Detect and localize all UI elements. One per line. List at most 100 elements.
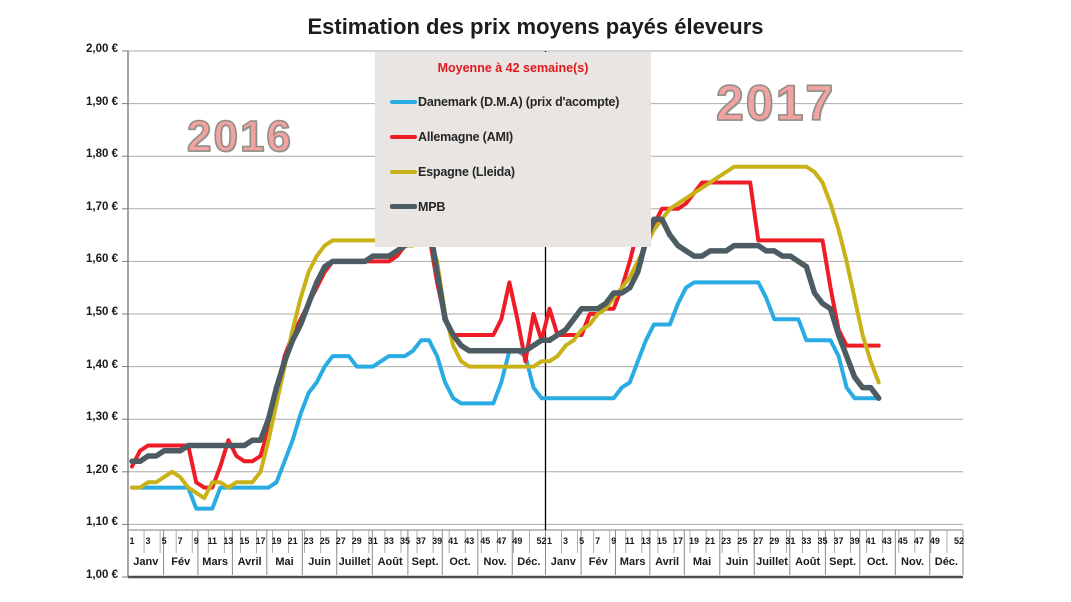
week-tick-label: 21 xyxy=(287,536,298,546)
month-label: Août xyxy=(795,556,821,568)
y-axis-label: 1,60 € xyxy=(86,253,118,266)
y-axis-label: 1,00 € xyxy=(86,569,118,581)
y-axis-label: 1,80 € xyxy=(86,148,118,161)
week-tick-label: 45 xyxy=(480,536,491,546)
month-label: Sept. xyxy=(411,556,439,568)
series-line-danemark xyxy=(130,280,881,511)
week-tick-label: 7 xyxy=(177,536,183,546)
week-tick-label: 25 xyxy=(737,536,748,546)
week-tick-label: 3 xyxy=(563,536,569,546)
week-tick-label: 23 xyxy=(303,536,314,546)
week-tick-label: 15 xyxy=(656,536,667,546)
y-axis-label: 2,00 € xyxy=(86,43,118,55)
week-tick-label: 21 xyxy=(705,536,716,546)
week-tick-label: 37 xyxy=(833,536,844,546)
week-tick-label: 9 xyxy=(193,536,199,546)
allemagne-line-swatch-icon xyxy=(390,134,417,139)
week-tick-label: 35 xyxy=(817,536,828,546)
week-tick-label: 27 xyxy=(335,536,346,546)
week-tick-label: 13 xyxy=(223,536,234,546)
month-label: Juin xyxy=(308,556,331,568)
month-label: Déc. xyxy=(517,556,541,568)
month-label: Sept. xyxy=(829,556,857,568)
week-tick-label: 3 xyxy=(145,536,151,546)
month-label: Fév xyxy=(588,556,608,568)
week-tick-label: 41 xyxy=(865,536,876,546)
year-watermark-2017: 2017 xyxy=(715,74,836,132)
week-tick-label: 19 xyxy=(271,536,282,546)
month-label: Mai xyxy=(692,556,712,568)
y-axis-label: 1,40 € xyxy=(86,358,118,371)
week-tick-label: 49 xyxy=(929,536,940,546)
month-label: Mai xyxy=(275,556,294,568)
legend-label-espagne: Espagne (Lleida) xyxy=(418,164,515,179)
week-tick-label: 15 xyxy=(239,536,250,546)
week-tick-label: 39 xyxy=(432,536,443,546)
month-label: Nov. xyxy=(483,556,507,568)
series-line-mpb xyxy=(129,216,882,465)
week-tick-label: 29 xyxy=(769,536,780,546)
week-tick-label: 25 xyxy=(319,536,330,546)
week-tick-label: 31 xyxy=(785,536,796,546)
legend-item-allemagne: Allemagne (AMI) xyxy=(375,119,651,154)
legend-item-mpb: MPB xyxy=(375,189,651,224)
chart-title: Estimation des prix moyens payés éleveur… xyxy=(307,14,764,39)
week-tick-label: 33 xyxy=(383,536,394,546)
y-axis-label: 1,90 € xyxy=(86,95,118,108)
week-tick-label: 37 xyxy=(416,536,427,546)
week-tick-label: 35 xyxy=(399,536,410,546)
legend-item-espagne: Espagne (Lleida) xyxy=(375,154,651,189)
month-label: Juillet xyxy=(338,556,371,568)
week-tick-label: 13 xyxy=(640,536,651,546)
week-tick-label: 27 xyxy=(753,536,764,546)
series-line-espagne xyxy=(130,164,881,501)
week-tick-label: 17 xyxy=(255,536,266,546)
week-tick-label: 39 xyxy=(849,536,860,546)
week-tick-label: 7 xyxy=(595,536,601,546)
week-tick-label: 1 xyxy=(129,536,135,546)
week-tick-label: 23 xyxy=(721,536,732,546)
legend-label-danemark: Danemark (D.M.A) (prix d'acompte) xyxy=(418,94,620,109)
month-label: Janv xyxy=(133,556,159,568)
week-tick-label: 19 xyxy=(689,536,700,546)
month-label: Mars xyxy=(202,556,228,568)
month-label: Oct. xyxy=(866,556,889,568)
legend-title: Moyenne à 42 semaine(s) xyxy=(437,61,589,75)
y-axis-label: 1,10 € xyxy=(86,516,118,529)
week-tick-label: 47 xyxy=(496,536,507,546)
month-label: Oct. xyxy=(449,556,471,568)
month-label: Mars xyxy=(619,556,646,568)
week-tick-label: 17 xyxy=(672,536,683,546)
month-label: Nov. xyxy=(901,556,925,568)
year-watermark-2016: 2016 xyxy=(186,111,293,162)
week-tick-label: 33 xyxy=(801,536,812,546)
espagne-line-swatch-icon xyxy=(390,169,417,174)
week-tick-label: 45 xyxy=(897,536,908,546)
week-tick-label: 5 xyxy=(579,536,585,546)
week-tick-label: 49 xyxy=(512,536,523,546)
month-label: Déc. xyxy=(934,556,958,568)
mpb-line-swatch-icon xyxy=(390,204,417,209)
week-tick-label: 52 xyxy=(953,536,964,546)
y-axis-label: 1,70 € xyxy=(86,200,118,213)
month-label: Fév xyxy=(171,556,191,568)
y-axis-label: 1,50 € xyxy=(86,306,118,318)
month-label: Août xyxy=(377,556,403,568)
week-tick-label: 31 xyxy=(367,536,378,546)
week-tick-label: 11 xyxy=(625,536,635,546)
legend-label-allemagne: Allemagne (AMI) xyxy=(418,129,513,144)
week-tick-label: 43 xyxy=(464,536,475,546)
week-tick-label: 5 xyxy=(161,536,167,546)
week-tick-label: 11 xyxy=(207,536,218,546)
month-label: Juillet xyxy=(756,556,788,568)
month-label: Avril xyxy=(237,556,262,568)
week-tick-label: 47 xyxy=(913,536,924,546)
week-tick-label: 41 xyxy=(448,536,459,546)
week-tick-label: 52 xyxy=(536,536,547,546)
legend-label-mpb: MPB xyxy=(418,199,446,214)
legend-item-danemark: Danemark (D.M.A) (prix d'acompte) xyxy=(375,84,651,119)
y-axis-label: 1,20 € xyxy=(86,463,118,476)
month-label: Avril xyxy=(655,556,680,568)
